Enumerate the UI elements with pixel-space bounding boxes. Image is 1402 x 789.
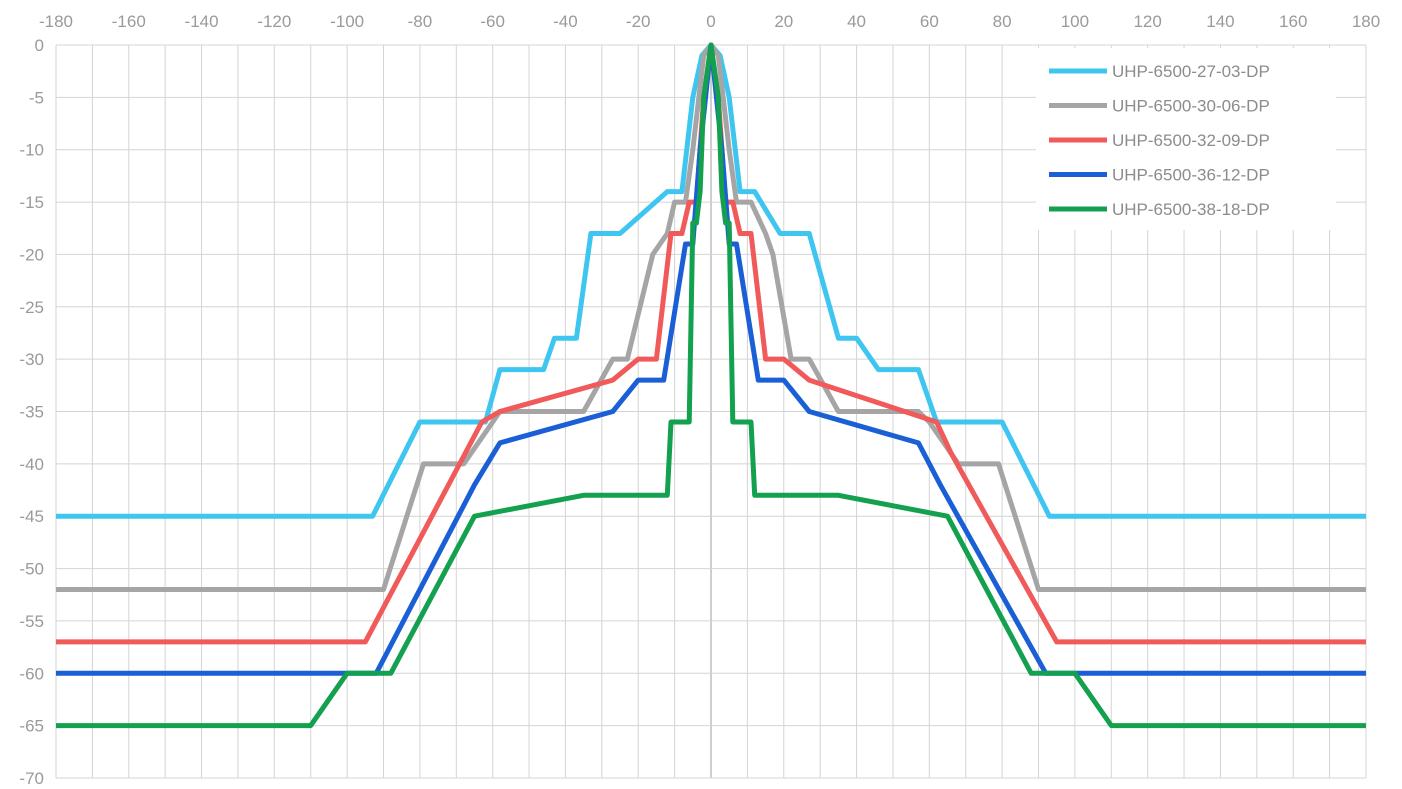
y-axis-tick-labels: 0 -5 -10 -15 -20 -25 -30 -35 -40 -45 -50 -55 -60 -65 -…	[19, 36, 44, 788]
x-tick-label: -20	[626, 12, 651, 31]
gridlines	[55, 44, 1367, 779]
y-tick-label: -5	[29, 88, 44, 107]
x-tick-label: -120	[257, 12, 291, 31]
x-tick-label: 40	[847, 12, 866, 31]
x-tick-label: 140	[1206, 12, 1234, 31]
legend-label: UHP-6500-38-18-DP	[1112, 200, 1270, 219]
y-tick-label: -60	[19, 664, 44, 683]
x-tick-label: 0	[706, 12, 715, 31]
series-line-uhp-6500-38-18-dp	[56, 42, 1366, 729]
y-tick-label: -25	[19, 298, 44, 317]
x-tick-label: -60	[480, 12, 505, 31]
y-tick-label: -10	[19, 141, 44, 160]
x-axis-tick-labels: -180 -160 -140 -120 -100 -80 -60 -40 -20 0 20 40 60 8…	[39, 12, 1380, 31]
y-tick-label: -45	[19, 507, 44, 526]
y-tick-label: -40	[19, 455, 44, 474]
x-tick-label: 20	[774, 12, 793, 31]
legend-label: UHP-6500-36-12-DP	[1112, 166, 1270, 185]
x-tick-label: -100	[330, 12, 364, 31]
x-tick-label: 180	[1352, 12, 1380, 31]
x-tick-label: 120	[1133, 12, 1161, 31]
x-tick-label: -160	[112, 12, 146, 31]
x-tick-label: 80	[993, 12, 1012, 31]
y-tick-label: -20	[19, 245, 44, 264]
legend-label: UHP-6500-32-09-DP	[1112, 131, 1270, 150]
y-tick-label: -55	[19, 612, 44, 631]
y-tick-label: -35	[19, 403, 44, 422]
y-tick-label: 0	[35, 36, 44, 55]
series-lines	[56, 42, 1366, 729]
x-tick-label: 60	[920, 12, 939, 31]
y-tick-label: -15	[19, 193, 44, 212]
y-tick-label: -50	[19, 560, 44, 579]
x-tick-label: -140	[185, 12, 219, 31]
legend-label: UHP-6500-27-03-DP	[1112, 62, 1270, 81]
x-tick-label: -180	[39, 12, 73, 31]
x-tick-label: -40	[553, 12, 578, 31]
legend: UHP-6500-27-03-DP UHP-6500-30-06-DP UHP-65…	[1036, 48, 1336, 230]
x-tick-label: 160	[1279, 12, 1307, 31]
legend-label: UHP-6500-30-06-DP	[1112, 97, 1270, 116]
x-tick-label: -80	[408, 12, 433, 31]
x-tick-label: 100	[1061, 12, 1089, 31]
y-tick-label: -30	[19, 350, 44, 369]
y-tick-label: -65	[19, 717, 44, 736]
y-tick-label: -70	[19, 769, 44, 788]
